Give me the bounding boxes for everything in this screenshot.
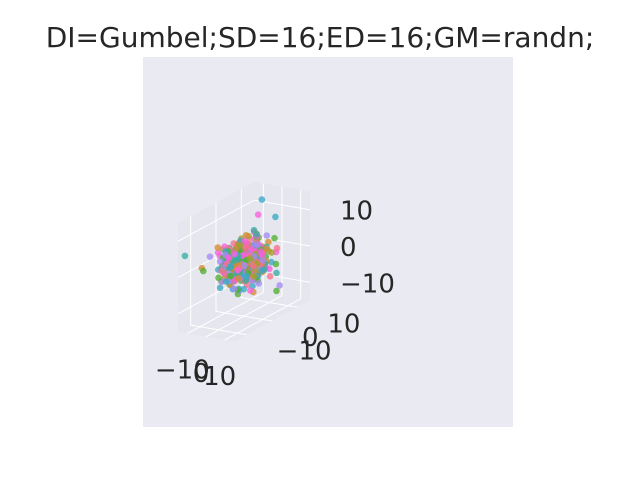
grid-line-z-left (177, 199, 255, 242)
scatter-point (273, 269, 280, 277)
scatter-point (206, 253, 214, 260)
scatter-point (242, 272, 250, 280)
z-tick-label: 10 (340, 197, 373, 227)
scatter-point (257, 248, 265, 255)
scatter-point (246, 255, 254, 262)
scatter-point (266, 273, 274, 280)
y-tick-label: 0 (302, 323, 319, 353)
scatter-point (241, 237, 248, 245)
scatter-point (215, 274, 222, 282)
scatter-point (268, 249, 275, 256)
scatter-point (263, 245, 270, 252)
scatter-point (272, 213, 279, 221)
scatter-point (254, 211, 262, 218)
scatter-point (258, 267, 266, 275)
scatter-point (216, 284, 224, 292)
y-tick-label: −10 (277, 337, 332, 367)
y-tick-label: 10 (327, 309, 360, 339)
scatter-point (266, 265, 273, 273)
scatter-point (271, 234, 278, 242)
scatter-point (227, 262, 235, 270)
scatter-point (242, 250, 249, 257)
x-tick-label: 0 (193, 359, 210, 389)
scatter-point (242, 232, 250, 239)
scatter-point (254, 241, 261, 249)
scatter-point (230, 285, 238, 292)
scatter-point (276, 282, 283, 289)
scatter-point (218, 267, 225, 275)
scatter-point (258, 196, 266, 203)
scatter-point (227, 272, 234, 280)
scatter-point (216, 258, 224, 265)
scatter-point (225, 254, 232, 262)
scatter-point (273, 244, 281, 252)
grid-lines (177, 183, 311, 341)
scatter-point (234, 275, 242, 282)
scatter-point (250, 262, 257, 270)
x-tick-label: −10 (155, 356, 210, 386)
scatter-point (268, 258, 275, 266)
scatter-point (248, 246, 255, 253)
scatter-point (273, 287, 280, 295)
scatter-point (234, 267, 242, 274)
scatter-point (253, 230, 260, 238)
scatter-point (214, 244, 222, 251)
scatter-point (242, 244, 249, 252)
scatter-point (247, 287, 254, 294)
scatter-point (236, 241, 244, 249)
scatter-point (231, 250, 238, 258)
scatter-point (181, 252, 189, 260)
chart-title: DI=Gumbel;SD=16;ED=16;GM=randn; (46, 21, 595, 54)
scatter-point (240, 285, 247, 293)
scatter-point (241, 262, 248, 269)
scatter-point (255, 280, 262, 287)
scatter-point (222, 278, 230, 285)
z-tick-label: −10 (340, 269, 395, 299)
z-tick-label: 0 (340, 233, 357, 263)
scatter-point (250, 273, 257, 280)
scatter-point (200, 267, 207, 275)
scatter-point (259, 257, 267, 264)
scatter-point (263, 232, 271, 239)
x-tick-label: 10 (203, 362, 236, 392)
grid-line-y-floor (241, 297, 298, 308)
scatter-points (181, 196, 283, 298)
